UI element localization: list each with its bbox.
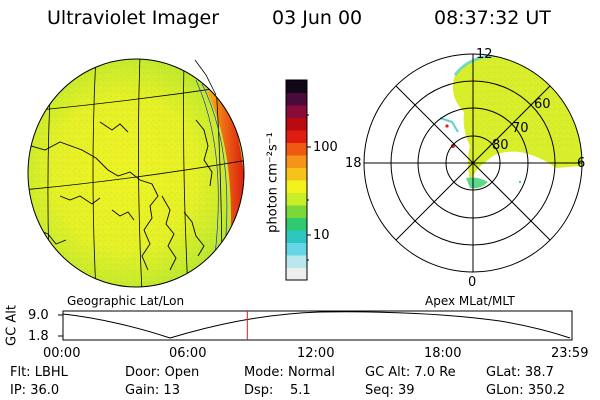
info-glon: GLon: 350.2 [486, 383, 566, 398]
info-dsp: Dsp: 5.1 [244, 383, 311, 398]
polar-mlt-plot [363, 53, 583, 273]
time-tick-1200: 12:00 [297, 346, 335, 361]
polar-panel-caption: Apex MLat/MLT [425, 294, 515, 308]
info-gain: Gain: 13 [125, 383, 180, 398]
colorbar-swatch [286, 105, 307, 118]
info-door: Door: Open [125, 365, 200, 380]
colorbar-swatch [286, 180, 307, 193]
time-tick-0000: 00:00 [43, 346, 81, 361]
colorbar-tick-100: 100 [313, 140, 338, 155]
colorbar-swatch [286, 155, 307, 168]
colorbar-tick-10: 10 [313, 228, 330, 243]
instrument-title: Ultraviolet Imager [47, 7, 220, 29]
mlt-label-0: 0 [468, 275, 477, 290]
info-mode: Mode: Normal [244, 365, 335, 380]
mlt-label-6: 6 [577, 156, 586, 171]
colorbar-swatch [286, 117, 307, 131]
mlat-label-70: 70 [512, 121, 529, 136]
image-time: 08:37:32 UT [434, 7, 551, 29]
time-tick-2359: 23:59 [551, 346, 589, 361]
colorbar-swatch [286, 92, 307, 106]
colorbar-swatch [286, 217, 307, 231]
colorbar-swatch [286, 192, 307, 206]
mlt-label-18: 18 [345, 156, 362, 171]
colorbar-swatch [286, 230, 307, 243]
info-seq: Seq: 39 [365, 383, 415, 398]
mlt-label-12: 12 [476, 47, 493, 62]
geographic-earth-image [27, 58, 245, 288]
info-filter: Flt: LBHL [10, 365, 68, 380]
mlat-label-80: 80 [492, 138, 509, 153]
altitude-plot [58, 310, 573, 341]
colorbar-unit-label: photon cm⁻²s⁻¹ [265, 132, 281, 233]
altitude-tick-min: 1.8 [28, 329, 49, 344]
colorbar-swatch [286, 80, 307, 93]
auroral-limb-glow [206, 86, 244, 250]
colorbar-swatch [286, 267, 307, 281]
altitude-curve [62, 311, 571, 339]
colorbar [285, 79, 311, 281]
mlat-label-60: 60 [534, 97, 551, 112]
info-ip: IP: 36.0 [10, 383, 60, 398]
geo-panel-caption: Geographic Lat/Lon [67, 294, 185, 308]
colorbar-swatch [286, 142, 307, 156]
colorbar-swatch [286, 205, 307, 218]
image-date: 03 Jun 00 [272, 7, 363, 29]
colorbar-swatch [286, 167, 307, 181]
colorbar-swatch [286, 242, 307, 256]
info-glat: GLat: 38.7 [486, 365, 554, 380]
colorbar-swatch [286, 255, 307, 268]
altitude-tick-max: 9.0 [28, 308, 49, 323]
altitude-axis-label: GC Alt [4, 305, 20, 346]
colorbar-swatch [286, 130, 307, 143]
info-gc-alt: GC Alt: 7.0 Re [365, 365, 456, 380]
time-tick-1800: 18:00 [424, 346, 462, 361]
time-tick-0600: 06:00 [169, 346, 207, 361]
